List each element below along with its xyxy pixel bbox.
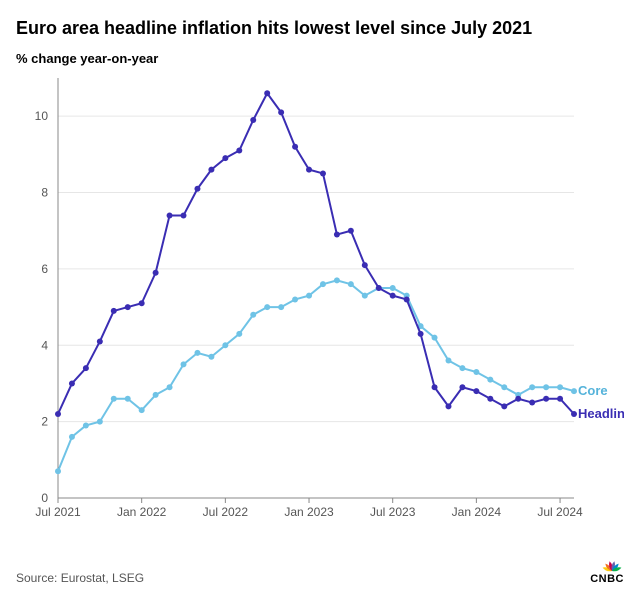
series-marker-headline (153, 270, 159, 276)
series-line-core (58, 280, 574, 471)
series-marker-headline (404, 296, 410, 302)
series-marker-core (264, 304, 270, 310)
series-marker-headline (334, 232, 340, 238)
series-marker-headline (306, 167, 312, 173)
series-marker-core (167, 384, 173, 390)
x-tick-label: Jan 2024 (452, 505, 502, 519)
series-marker-core (222, 342, 228, 348)
series-marker-headline (250, 117, 256, 123)
series-marker-core (236, 331, 242, 337)
series-marker-headline (208, 167, 214, 173)
series-marker-headline (111, 308, 117, 314)
series-marker-core (97, 419, 103, 425)
y-tick-label: 6 (41, 262, 48, 276)
line-chart-svg: 0 2 4 6 8 10 Jul 2021 Jan 2022 Jul 2022 Jan 2023 J… (16, 70, 624, 530)
series-marker-headline (167, 212, 173, 218)
series-marker-core (139, 407, 145, 413)
series-marker-headline (194, 186, 200, 192)
series-marker-headline (264, 90, 270, 96)
y-tick-label: 4 (41, 338, 48, 352)
series-marker-core (557, 384, 563, 390)
series-marker-headline (222, 155, 228, 161)
series-marker-core (306, 293, 312, 299)
series-marker-core (529, 384, 535, 390)
series-marker-headline (362, 262, 368, 268)
series-marker-core (208, 354, 214, 360)
series-marker-core (194, 350, 200, 356)
series-marker-core (571, 388, 577, 394)
series-marker-headline (473, 388, 479, 394)
series-marker-headline (181, 212, 187, 218)
series-marker-core (473, 369, 479, 375)
brand-text: CNBC (590, 573, 624, 585)
series-marker-headline (418, 331, 424, 337)
series-marker-headline (501, 403, 507, 409)
x-tick-label: Jul 2024 (537, 505, 583, 519)
series-marker-headline (571, 411, 577, 417)
series-marker-headline (278, 109, 284, 115)
series-marker-core (445, 358, 451, 364)
series-marker-headline (529, 400, 535, 406)
series-marker-core (83, 422, 89, 428)
chart-title: Euro area headline inflation hits lowest… (16, 18, 624, 39)
x-tick-label: Jul 2022 (203, 505, 249, 519)
cnbc-logo: CNBC (590, 554, 624, 585)
series-marker-core (487, 377, 493, 383)
y-tick-label: 2 (41, 415, 48, 429)
series-marker-core (69, 434, 75, 440)
series-marker-headline (459, 384, 465, 390)
series-marker-headline (543, 396, 549, 402)
series-marker-core (278, 304, 284, 310)
series-line-headline (58, 93, 574, 414)
series-marker-core (292, 296, 298, 302)
series-marker-core (320, 281, 326, 287)
series-marker-core (543, 384, 549, 390)
series-marker-headline (236, 148, 242, 154)
source-text: Source: Eurostat, LSEG (16, 571, 144, 585)
series-marker-core (334, 277, 340, 283)
series-marker-headline (445, 403, 451, 409)
series-marker-headline (348, 228, 354, 234)
chart-area: 0 2 4 6 8 10 Jul 2021 Jan 2022 Jul 2022 Jan 2023 J… (16, 70, 624, 530)
x-tick-label: Jan 2023 (284, 505, 334, 519)
series-marker-headline (320, 170, 326, 176)
series-marker-core (111, 396, 117, 402)
series-marker-core (459, 365, 465, 371)
series-marker-core (125, 396, 131, 402)
series-label-core: Core (578, 383, 608, 398)
series-marker-core (181, 361, 187, 367)
x-tick-label: Jul 2021 (35, 505, 81, 519)
series-marker-headline (557, 396, 563, 402)
series-marker-headline (97, 338, 103, 344)
series-label-headline: Headline (578, 406, 624, 421)
series-marker-core (432, 335, 438, 341)
series-marker-core (348, 281, 354, 287)
x-tick-label: Jul 2023 (370, 505, 416, 519)
y-tick-label: 8 (41, 186, 48, 200)
series-marker-headline (69, 380, 75, 386)
series-marker-headline (83, 365, 89, 371)
y-tick-label: 10 (35, 109, 49, 123)
series-marker-headline (55, 411, 61, 417)
series-marker-headline (139, 300, 145, 306)
x-tick-label: Jan 2022 (117, 505, 167, 519)
series-marker-headline (390, 293, 396, 299)
series-marker-headline (432, 384, 438, 390)
series-marker-core (501, 384, 507, 390)
y-axis-description: % change year-on-year (16, 51, 624, 66)
series-marker-headline (376, 285, 382, 291)
series-marker-headline (487, 396, 493, 402)
y-tick-label: 0 (41, 491, 48, 505)
series-marker-core (55, 468, 61, 474)
series-marker-headline (292, 144, 298, 150)
series-marker-core (250, 312, 256, 318)
series-marker-core (390, 285, 396, 291)
series-marker-core (153, 392, 159, 398)
series-marker-headline (515, 396, 521, 402)
peacock-icon (600, 554, 624, 572)
series-marker-headline (125, 304, 131, 310)
series-marker-core (362, 293, 368, 299)
